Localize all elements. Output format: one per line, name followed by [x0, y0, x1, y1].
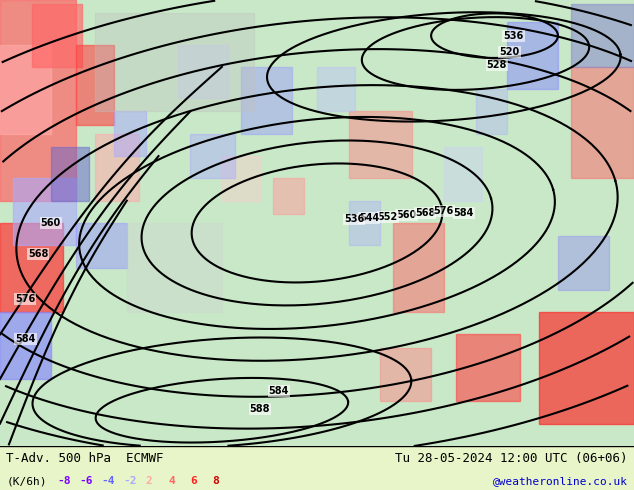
- Text: 520: 520: [500, 48, 520, 57]
- Bar: [0, 0, 76, 201]
- Bar: [558, 236, 609, 290]
- Text: Tu 28-05-2024 12:00 UTC (06+06): Tu 28-05-2024 12:00 UTC (06+06): [395, 452, 628, 465]
- Text: 536: 536: [344, 215, 365, 224]
- Bar: [349, 201, 380, 245]
- Bar: [241, 67, 292, 134]
- Bar: [476, 89, 507, 134]
- Bar: [507, 22, 558, 89]
- Bar: [539, 312, 634, 423]
- Bar: [114, 112, 146, 156]
- Text: 544: 544: [359, 213, 379, 223]
- Bar: [76, 223, 127, 268]
- Bar: [95, 13, 254, 112]
- Text: 536: 536: [503, 31, 524, 41]
- Bar: [349, 111, 412, 178]
- Text: 588: 588: [250, 404, 270, 414]
- Text: 576: 576: [15, 294, 36, 304]
- Text: 560: 560: [41, 218, 61, 228]
- Bar: [51, 147, 89, 201]
- Text: -8: -8: [57, 476, 70, 486]
- Bar: [222, 156, 260, 201]
- Text: 576: 576: [434, 206, 454, 216]
- Text: 552: 552: [378, 212, 398, 222]
- Bar: [571, 4, 634, 67]
- Text: -6: -6: [79, 476, 93, 486]
- Text: 584: 584: [453, 208, 474, 218]
- Bar: [317, 67, 355, 112]
- Bar: [380, 348, 431, 401]
- Bar: [571, 67, 634, 178]
- Bar: [0, 223, 63, 312]
- Text: 8: 8: [212, 476, 219, 486]
- Bar: [190, 134, 235, 178]
- Text: 2: 2: [146, 476, 153, 486]
- Text: 528: 528: [487, 60, 507, 70]
- Bar: [32, 4, 82, 67]
- Text: 568: 568: [28, 249, 48, 259]
- Bar: [0, 312, 51, 379]
- Bar: [76, 45, 114, 125]
- Text: -2: -2: [124, 476, 137, 486]
- Text: 6: 6: [190, 476, 197, 486]
- Text: 568: 568: [415, 208, 436, 218]
- Text: -4: -4: [101, 476, 115, 486]
- Bar: [95, 134, 139, 201]
- Text: @weatheronline.co.uk: @weatheronline.co.uk: [493, 476, 628, 486]
- Bar: [178, 45, 228, 98]
- Bar: [456, 335, 520, 401]
- Bar: [393, 223, 444, 312]
- Bar: [127, 223, 222, 312]
- Text: T-Adv. 500 hPa  ECMWF: T-Adv. 500 hPa ECMWF: [6, 452, 164, 465]
- Bar: [13, 178, 76, 245]
- Text: 584: 584: [15, 334, 36, 344]
- Bar: [444, 147, 482, 201]
- Text: 584: 584: [268, 386, 289, 396]
- Bar: [0, 45, 51, 134]
- Text: (K/6h): (K/6h): [6, 476, 47, 486]
- Text: 560: 560: [396, 210, 417, 220]
- Bar: [273, 178, 304, 214]
- Text: 4: 4: [168, 476, 175, 486]
